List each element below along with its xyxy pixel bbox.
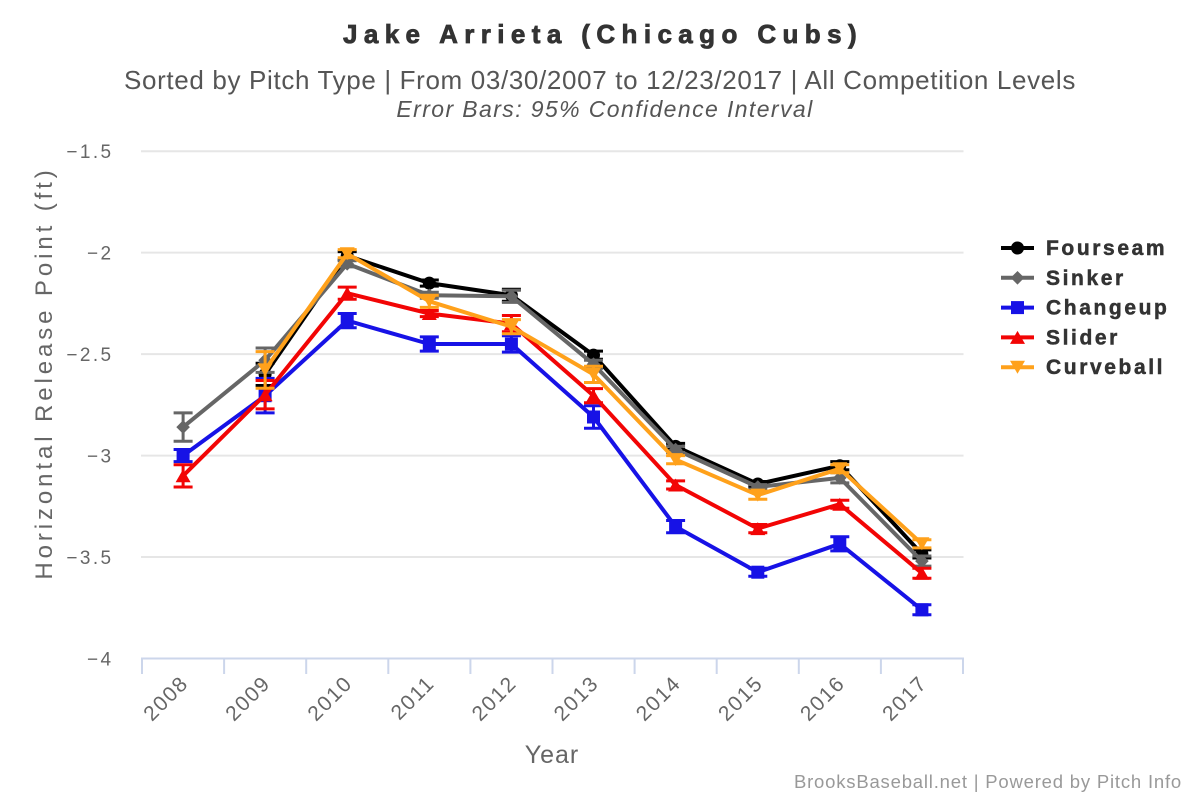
svg-text:BrooksBaseball.net | Powered b: BrooksBaseball.net | Powered by Pitch In…	[794, 771, 1182, 792]
svg-text:Year: Year	[525, 741, 580, 769]
svg-text:−2.5: −2.5	[66, 345, 113, 366]
svg-text:Curveball: Curveball	[1046, 356, 1165, 379]
svg-text:−1.5: −1.5	[66, 142, 113, 163]
svg-text:Error Bars: 95% Confidence Int: Error Bars: 95% Confidence Interval	[396, 96, 813, 122]
svg-text:Changeup: Changeup	[1046, 297, 1169, 320]
svg-text:Sorted by Pitch Type | From 03: Sorted by Pitch Type | From 03/30/2007 t…	[124, 65, 1076, 95]
svg-text:−2: −2	[87, 244, 113, 265]
svg-text:−3: −3	[87, 447, 113, 468]
svg-text:Jake Arrieta (Chicago Cubs): Jake Arrieta (Chicago Cubs)	[343, 19, 863, 49]
svg-text:−3.5: −3.5	[66, 548, 113, 569]
svg-text:−4: −4	[87, 650, 113, 671]
svg-text:Fourseam: Fourseam	[1046, 237, 1167, 260]
svg-text:Sinker: Sinker	[1046, 267, 1126, 290]
svg-text:Horizontal Release Point (ft): Horizontal Release Point (ft)	[31, 166, 58, 579]
svg-text:Slider: Slider	[1046, 326, 1120, 349]
